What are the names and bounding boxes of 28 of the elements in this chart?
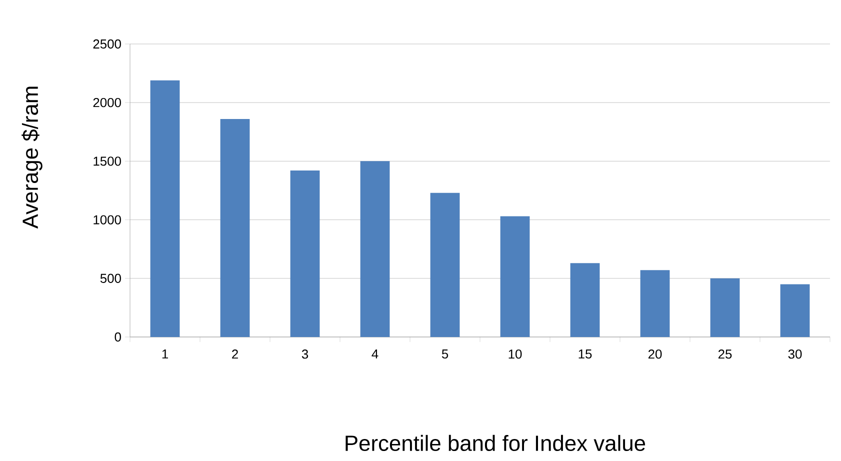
x-tick-label: 3 <box>302 350 308 359</box>
x-tick-label: 4 <box>372 350 378 358</box>
x-tick-label: 5 <box>442 350 448 359</box>
y-tick-label: 500 <box>100 274 121 283</box>
y-tick-label: 2000 <box>93 98 121 108</box>
y-tick-label: 1500 <box>94 156 121 166</box>
y-tick-label: 1000 <box>94 215 121 224</box>
y-tick-label: 2500 <box>93 39 121 49</box>
bar <box>780 284 810 337</box>
x-tick-label: 1 <box>162 350 168 358</box>
bar <box>710 278 740 337</box>
bar <box>360 161 390 337</box>
x-tick-label: 2 <box>232 350 238 359</box>
x-tick-label: 20 <box>648 350 662 359</box>
bar <box>150 80 180 337</box>
bar <box>290 170 320 337</box>
y-axis-title: Average $/ram <box>22 86 42 229</box>
x-tick-label: 10 <box>508 350 522 359</box>
x-axis-title: Percentile band for Index value <box>346 434 646 452</box>
y-tick-label: 0 <box>114 332 121 342</box>
x-tick-label: 30 <box>788 350 802 359</box>
x-tick-label: 15 <box>578 350 592 359</box>
bar <box>640 270 670 337</box>
bar <box>430 192 460 337</box>
bar <box>500 216 530 337</box>
bar <box>220 118 250 337</box>
x-tick-label: 25 <box>718 350 732 359</box>
bar <box>570 263 600 337</box>
